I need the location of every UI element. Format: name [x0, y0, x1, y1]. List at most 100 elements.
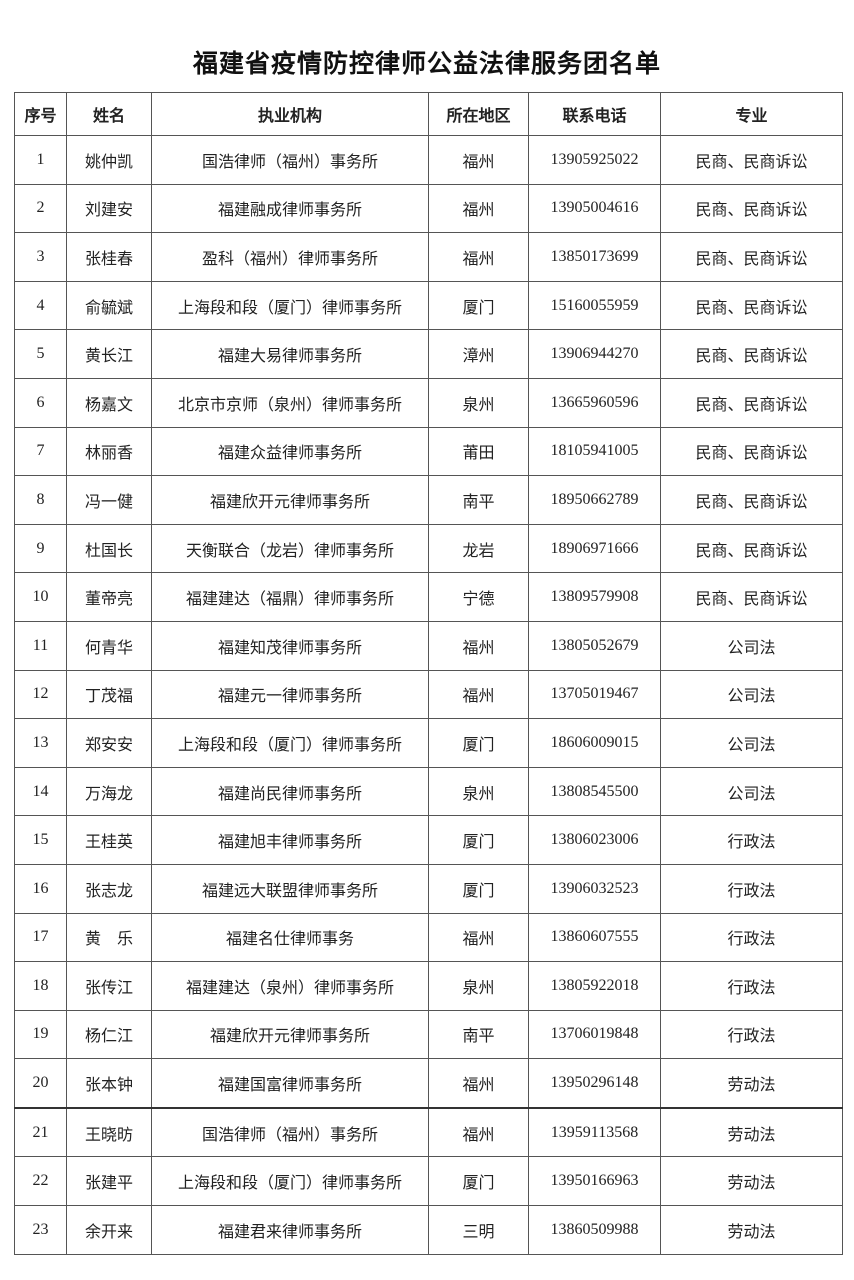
cell-specialty: 民商、民商诉讼: [660, 329, 843, 379]
cell-region: 厦门: [428, 863, 529, 914]
table-row: 11 何青华 福建知茂律师事务所 福州 13805052679 公司法: [14, 620, 843, 671]
cell-phone: 18906971666: [528, 523, 661, 574]
cell-firm: 福建欣开元律师事务所: [151, 475, 429, 525]
cell-name: 董帝亮: [66, 572, 152, 622]
cell-firm: 国浩律师（福州）事务所: [151, 1106, 429, 1158]
cell-specialty: 公司法: [660, 669, 843, 720]
cell-region: 漳州: [428, 329, 529, 379]
table-row: 19 杨仁江 福建欣开元律师事务所 南平 13706019848 行政法: [14, 1009, 843, 1060]
cell-phone: 13805922018: [528, 961, 661, 1011]
table-row: 5 黄长江 福建大易律师事务所 漳州 13906944270 民商、民商诉讼: [14, 329, 843, 379]
cell-firm: 上海段和段（厦门）律师事务所: [151, 718, 429, 768]
cell-index: 14: [14, 766, 67, 817]
cell-phone: 13906944270: [528, 329, 661, 379]
cell-firm: 福建旭丰律师事务所: [151, 815, 429, 865]
cell-phone: 13905925022: [528, 135, 661, 185]
cell-specialty: 民商、民商诉讼: [660, 183, 843, 234]
cell-region: 福州: [428, 669, 529, 720]
table-row: 13 郑安安 上海段和段（厦门）律师事务所 厦门 18606009015 公司法: [14, 718, 843, 768]
cell-firm: 福建尚民律师事务所: [151, 766, 429, 817]
cell-name: 何青华: [66, 620, 152, 671]
cell-name: 张本钟: [66, 1058, 152, 1109]
cell-specialty: 公司法: [660, 620, 843, 671]
cell-index: 10: [14, 572, 67, 622]
cell-region: 泉州: [428, 766, 529, 817]
cell-specialty: 民商、民商诉讼: [660, 377, 843, 428]
cell-phone: 13850173699: [528, 232, 661, 282]
header-region: 所在地区: [428, 92, 529, 136]
cell-specialty: 行政法: [660, 815, 843, 865]
cell-index: 20: [14, 1058, 67, 1109]
cell-index: 4: [14, 280, 67, 331]
header-firm: 执业机构: [151, 92, 429, 136]
cell-name: 杨仁江: [66, 1009, 152, 1060]
cell-firm: 福建元一律师事务所: [151, 669, 429, 720]
cell-index: 11: [14, 620, 67, 671]
cell-index: 3: [14, 232, 67, 282]
cell-name: 王晓昉: [66, 1106, 152, 1158]
cell-specialty: 劳动法: [660, 1058, 843, 1109]
header-index: 序号: [14, 92, 67, 136]
table-row: 17 黄 乐福建名仕律师事务 福州 13860607555 行政法: [14, 912, 843, 963]
header-name: 姓名: [66, 92, 152, 136]
cell-firm: 福建名仕律师事务: [151, 912, 429, 963]
cell-name: 杨嘉文: [66, 377, 152, 428]
cell-phone: 13809579908: [528, 572, 661, 622]
header-phone: 联系电话: [528, 92, 661, 136]
cell-phone: 18606009015: [528, 718, 661, 768]
cell-name: 郑安安: [66, 718, 152, 768]
cell-index: 16: [14, 863, 67, 914]
table-row: 22 张建平 上海段和段（厦门）律师事务所 厦门 13950166963 劳动法: [14, 1156, 843, 1207]
cell-region: 福州: [428, 1058, 529, 1109]
table-row: 8 冯一健 福建欣开元律师事务所 南平 18950662789 民商、民商诉讼: [14, 475, 843, 525]
cell-index: 7: [14, 426, 67, 477]
cell-specialty: 民商、民商诉讼: [660, 572, 843, 622]
table-row: 15 王桂英 福建旭丰律师事务所 厦门 13806023006 行政法: [14, 815, 843, 865]
cell-name: 万海龙: [66, 766, 152, 817]
cell-name: 姚仲凯: [66, 135, 152, 185]
cell-name: 张志龙: [66, 863, 152, 914]
cell-phone: 13808545500: [528, 766, 661, 817]
cell-name: 余开来: [66, 1205, 152, 1255]
cell-specialty: 民商、民商诉讼: [660, 232, 843, 282]
cell-index: 15: [14, 815, 67, 865]
cell-firm: 福建融成律师事务所: [151, 183, 429, 234]
cell-phone: 13805052679: [528, 620, 661, 671]
cell-specialty: 劳动法: [660, 1156, 843, 1207]
table-row: 12 丁茂福 福建元一律师事务所 福州 13705019467 公司法: [14, 669, 843, 720]
cell-index: 9: [14, 523, 67, 574]
document-title: 福建省疫情防控律师公益法律服务团名单: [192, 51, 661, 78]
cell-specialty: 民商、民商诉讼: [660, 280, 843, 331]
cell-specialty: 民商、民商诉讼: [660, 475, 843, 525]
cell-index: 6: [14, 377, 67, 428]
cell-phone: 13806023006: [528, 815, 661, 865]
table-row: 2 刘建安 福建融成律师事务所 福州 13905004616 民商、民商诉讼: [14, 183, 843, 234]
table-row: 3 张桂春 盈科（福州）律师事务所 福州 13850173699 民商、民商诉讼: [14, 232, 843, 282]
cell-specialty: 行政法: [660, 961, 843, 1011]
cell-phone: 13706019848: [528, 1009, 661, 1060]
cell-index: 19: [14, 1009, 67, 1060]
cell-region: 厦门: [428, 280, 529, 331]
cell-name: 俞毓斌: [66, 280, 152, 331]
cell-index: 8: [14, 475, 67, 525]
table-row: 16 张志龙 福建远大联盟律师事务所 厦门 13906032523 行政法: [14, 863, 843, 914]
table-row: 4 俞毓斌 上海段和段（厦门）律师事务所 厦门 15160055959 民商、民商诉讼: [14, 280, 843, 331]
cell-region: 福州: [428, 135, 529, 185]
cell-index: 21: [14, 1106, 67, 1158]
table-row: 1 姚仲凯 国浩律师（福州）事务所 福州 13905925022 民商、民商诉讼: [14, 135, 843, 185]
cell-region: 泉州: [428, 961, 529, 1011]
cell-region: 莆田: [428, 426, 529, 477]
cell-region: 福州: [428, 183, 529, 234]
cell-firm: 福建建达（泉州）律师事务所: [151, 961, 429, 1011]
cell-phone: 13950166963: [528, 1156, 661, 1207]
cell-region: 福州: [428, 912, 529, 963]
cell-phone: 18105941005: [528, 426, 661, 477]
table-row: 18 张传江 福建建达（泉州）律师事务所 泉州 13805922018 行政法: [14, 961, 843, 1011]
cell-index: 1: [14, 135, 67, 185]
cell-specialty: 公司法: [660, 766, 843, 817]
cell-region: 三明: [428, 1205, 529, 1255]
cell-name: 张传江: [66, 961, 152, 1011]
cell-specialty: 行政法: [660, 863, 843, 914]
cell-name: 刘建安: [66, 183, 152, 234]
cell-phone: 13950296148: [528, 1058, 661, 1109]
